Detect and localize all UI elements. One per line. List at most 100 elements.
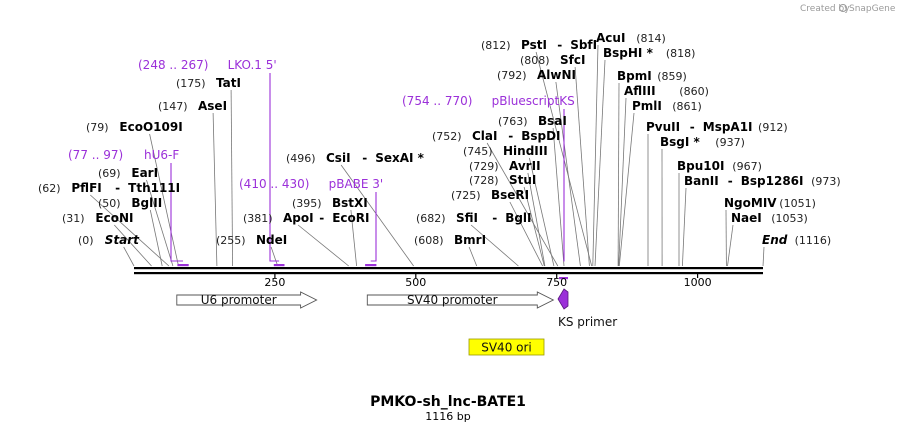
primer-label-hu6-f: hU6-F <box>144 148 179 162</box>
enzyme-dash-pflfi: - <box>115 181 120 195</box>
primer-range-pbluescriptks: (754 .. 770) <box>402 94 472 108</box>
primer-mark-pbabe-3 <box>365 264 377 267</box>
ruler-label-750: 750 <box>546 276 567 289</box>
primer-leader-lko-1-5 <box>269 73 280 262</box>
enzyme-label-ngomiv: NgoMIV <box>724 196 777 210</box>
enzyme-dash-clai: - <box>508 129 513 143</box>
enzyme-dash-pvuii: - <box>690 120 695 134</box>
enzyme-label-bspdi: BspDI <box>521 129 560 143</box>
enzyme-leader-bstxi <box>350 209 357 267</box>
enzyme-label-psti: PstI <box>521 38 547 52</box>
enzyme-leader-start <box>123 246 135 267</box>
enzyme-label-sfii: SfiI <box>456 211 478 225</box>
ruler-label-250: 250 <box>264 276 285 289</box>
enzyme-label-ecoo109i: EcoO109I <box>119 120 182 134</box>
enzyme-label-acui: AcuI <box>596 31 625 45</box>
enzyme-leader-bglii <box>149 209 163 267</box>
primer-mark-hu6-f <box>177 264 189 267</box>
credit-brand: SnapGene <box>849 4 896 14</box>
ruler-tick-250 <box>274 274 276 278</box>
primer-leader-pbluescriptks <box>563 109 565 262</box>
enzyme-leader-end <box>762 246 765 267</box>
enzyme-leader-csii <box>340 164 414 267</box>
primer-binding-marks <box>177 264 568 280</box>
enzyme-label-start: Start <box>105 233 140 247</box>
enzyme-leader-afliii <box>618 97 627 267</box>
primer-labels: (248 .. 267) LKO.1 5' (77 .. 97) hU6-F (410 … <box>68 58 575 191</box>
enzyme-pos-acui: (814) <box>636 32 666 45</box>
primer-label-lko-1-5: LKO.1 5' <box>228 58 277 72</box>
enzyme-leader-stui <box>523 186 545 267</box>
enzyme-pos-asei: (147) <box>158 100 188 113</box>
ruler-label-1000: 1000 <box>684 276 712 289</box>
sv40-ori-label: SV40 ori <box>481 341 532 355</box>
enzyme-pos-bsai: (763) <box>498 115 528 128</box>
enzyme-pos-csii: (496) <box>286 152 316 165</box>
enzyme-pos-tati: (175) <box>176 77 206 90</box>
enzyme-leader-apoi <box>297 224 349 267</box>
enzyme-label-sexai: SexAI * <box>375 151 424 165</box>
sv40-ori-feature: SV40 ori <box>468 338 545 356</box>
primer-range-hu6-f: (77 .. 97) <box>68 148 123 162</box>
enzyme-pos-econi: (31) <box>62 212 85 225</box>
enzyme-label-tth111i: Tth111I <box>128 181 180 195</box>
enzyme-dash-csii: - <box>362 151 367 165</box>
ruler-label-500: 500 <box>405 276 426 289</box>
backbone <box>134 267 763 275</box>
primer-range-pbabe-3: (410 .. 430) <box>239 177 309 191</box>
feature-label-u6-promoter: U6 promoter <box>201 293 277 307</box>
enzyme-label-avrii: AvrII <box>509 159 541 173</box>
enzyme-label-end: End <box>762 233 788 247</box>
snapgene-logo-icon <box>839 4 847 12</box>
enzyme-pos-end: (1116) <box>795 234 832 247</box>
enzyme-leader-bsai <box>552 127 565 267</box>
enzyme-leader-pflfi <box>90 194 170 267</box>
ks-primer-arrow <box>557 288 569 310</box>
enzyme-leader-eari <box>146 179 174 267</box>
enzyme-dash-banii: - <box>728 174 733 188</box>
enzyme-leader-naei <box>727 224 734 267</box>
enzyme-label-banii: BanII <box>684 174 719 188</box>
primer-leader-pbabe-3 <box>370 192 377 262</box>
enzyme-leader-sfii <box>470 224 519 267</box>
ks-primer-feature: KS primer <box>557 288 617 329</box>
primer-mark-lko-1-5 <box>273 264 285 267</box>
enzyme-pos-ndei: (255) <box>216 234 246 247</box>
enzyme-pos-bstxi: (395) <box>292 197 322 210</box>
enzyme-pos-stui: (728) <box>469 174 499 187</box>
enzyme-dash-apoi: - <box>319 211 324 225</box>
enzyme-label-afliii: AflIII <box>624 84 656 98</box>
primer-label-pbabe-3: pBABE 3' <box>329 177 384 191</box>
enzyme-label-pflfi: PflFI <box>71 181 101 195</box>
enzyme-pos-bpmi: (859) <box>657 70 687 83</box>
credit-prefix: Created by <box>800 4 850 14</box>
enzyme-leader-tati <box>230 89 233 267</box>
enzyme-label-apoi: ApoI <box>283 211 314 225</box>
enzyme-pos-bglii: (50) <box>98 197 121 210</box>
enzyme-pos-sfii: (682) <box>416 212 446 225</box>
enzyme-pos-pmli: (861) <box>672 100 702 113</box>
enzyme-label-ndei: NdeI <box>256 233 287 247</box>
enzyme-label-bsphi: BspHI * <box>603 46 654 60</box>
enzyme-leader-hindiii <box>529 157 555 267</box>
enzyme-pos-afliii: (860) <box>679 85 709 98</box>
ruler-tick-1000 <box>697 274 699 278</box>
enzyme-label-ecori: EcoRI <box>332 211 369 225</box>
enzyme-label-econi: EcoNI <box>95 211 133 225</box>
enzyme-pos-bseri: (725) <box>451 189 481 202</box>
enzyme-pos-ecoo109i: (79) <box>86 121 109 134</box>
primer-label-pbluescriptks: pBluescriptKS <box>492 94 575 108</box>
enzyme-dash-psti: - <box>557 38 562 52</box>
snapgene-credit: Created by SnapGene <box>800 4 896 14</box>
enzyme-pos-clai: (752) <box>432 130 462 143</box>
enzyme-leader-econi <box>114 224 152 267</box>
enzyme-label-bseri: BseRI <box>491 188 529 202</box>
enzyme-pos-sfci: (808) <box>520 54 550 67</box>
enzyme-leader-bmri <box>468 246 478 267</box>
enzyme-label-bpmi: BpmI <box>617 69 652 83</box>
enzyme-label-eari: EarI <box>131 166 158 180</box>
enzyme-leader-asei <box>212 112 218 267</box>
enzyme-label-pmli: PmlI <box>632 99 662 113</box>
ruler-tick-750 <box>556 274 558 278</box>
enzyme-label-asei: AseI <box>198 99 227 113</box>
